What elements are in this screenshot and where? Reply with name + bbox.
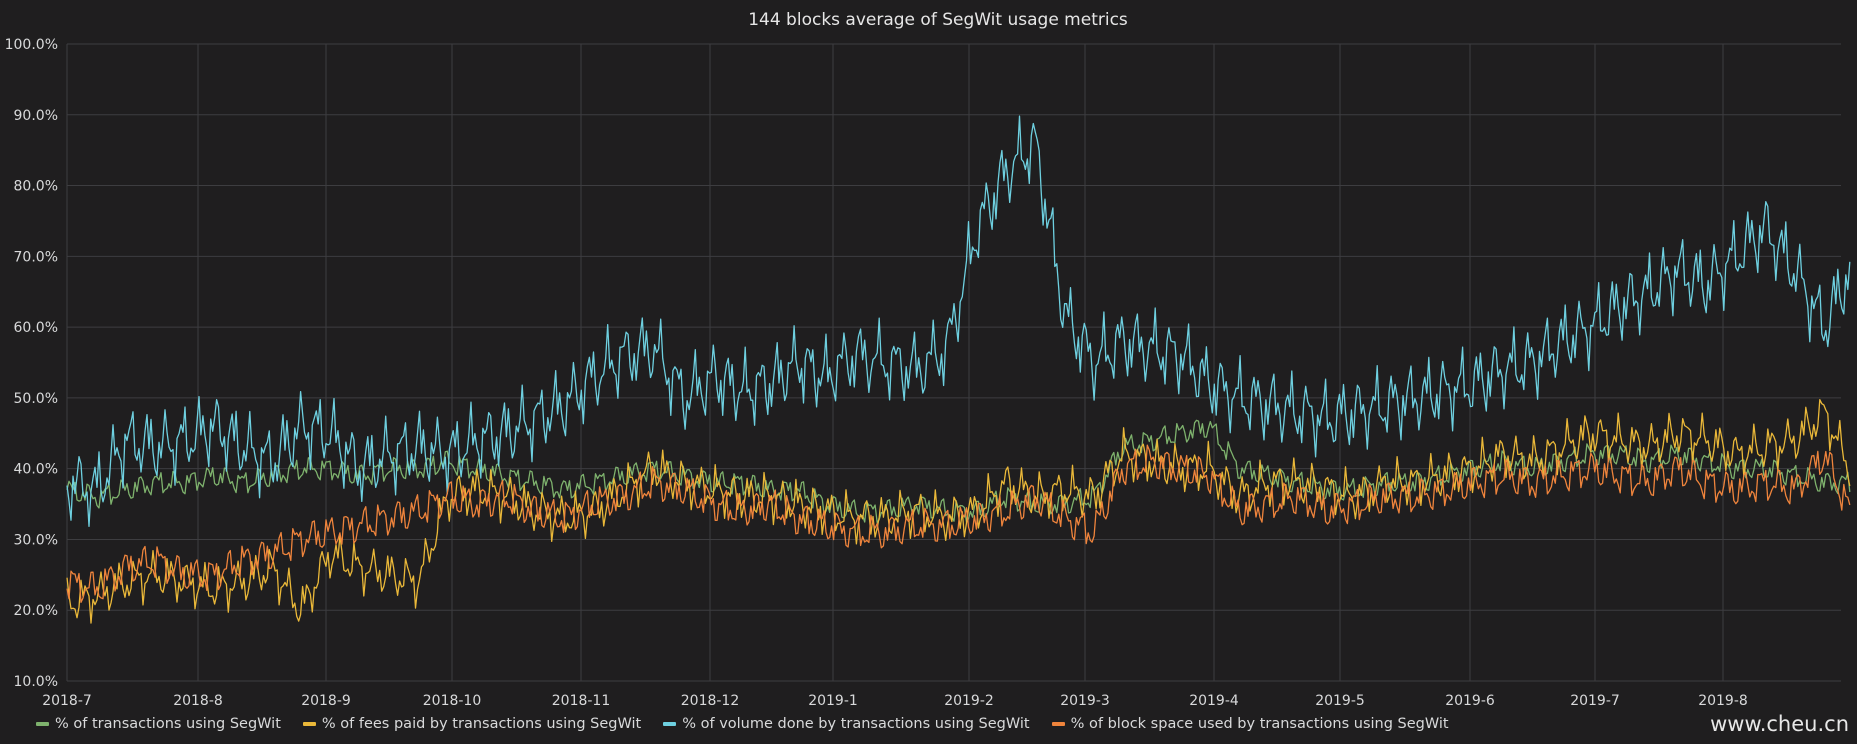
x-tick-label: 2018-7 [42,693,92,709]
legend-swatch [302,722,316,726]
y-tick-label: 80.0% [14,179,58,195]
x-tick-label: 2018-11 [552,693,611,709]
x-tick-label: 2019-3 [1060,693,1110,709]
legend-item[interactable]: % of volume done by transactions using S… [663,716,1030,732]
x-tick-label: 2019-1 [808,693,858,709]
chart-title: 144 blocks average of SegWit usage metri… [748,10,1128,30]
legend-item[interactable]: % of block space used by transactions us… [1051,716,1449,732]
legend-swatch [1051,722,1065,726]
y-tick-label: 90.0% [14,108,58,124]
series-lines [66,115,1851,624]
y-tick-label: 30.0% [14,532,58,548]
x-tick-label: 2019-7 [1570,693,1620,709]
x-axis: 2018-7 2018-8 2018-9 2018-10 2018-11 2018-12 2… [42,693,1748,709]
series-line-2 [66,115,1851,527]
legend-swatch [36,722,49,726]
legend-item[interactable]: % of transactions using SegWit [36,716,281,732]
x-tick-label: 2019-8 [1698,693,1748,709]
y-tick-label: 60.0% [14,320,58,336]
x-tick-label: 2019-5 [1315,693,1365,709]
legend-label: % of fees paid by transactions using Seg… [321,716,642,732]
y-tick-label: 100.0% [5,37,58,53]
x-tick-label: 2018-12 [681,693,740,709]
x-tick-label: 2019-6 [1445,693,1495,709]
grid [66,43,1841,682]
series-line-3 [66,444,1851,603]
y-tick-label: 10.0% [14,674,58,690]
legend: % of transactions using SegWit % of fees … [36,716,1449,732]
y-tick-label: 50.0% [14,391,58,407]
legend-swatch [663,722,677,726]
watermark: www.cheu.cn [1710,712,1849,736]
y-tick-label: 40.0% [14,462,58,478]
x-tick-label: 2019-4 [1189,693,1239,709]
x-tick-label: 2018-8 [173,693,223,709]
y-tick-label: 70.0% [14,249,58,265]
legend-label: % of volume done by transactions using S… [682,716,1030,732]
y-axis: 10.0% 20.0% 30.0% 40.0% 50.0% 60.0% 70.0% 80.0%… [5,37,58,690]
x-tick-label: 2018-10 [423,693,482,709]
legend-item[interactable]: % of fees paid by transactions using Seg… [302,716,642,732]
legend-label: % of block space used by transactions us… [1070,716,1449,732]
x-tick-label: 2018-9 [301,693,351,709]
legend-label: % of transactions using SegWit [55,716,281,732]
series-line-1 [66,398,1851,624]
x-tick-label: 2019-2 [944,693,994,709]
y-tick-label: 20.0% [14,603,58,619]
